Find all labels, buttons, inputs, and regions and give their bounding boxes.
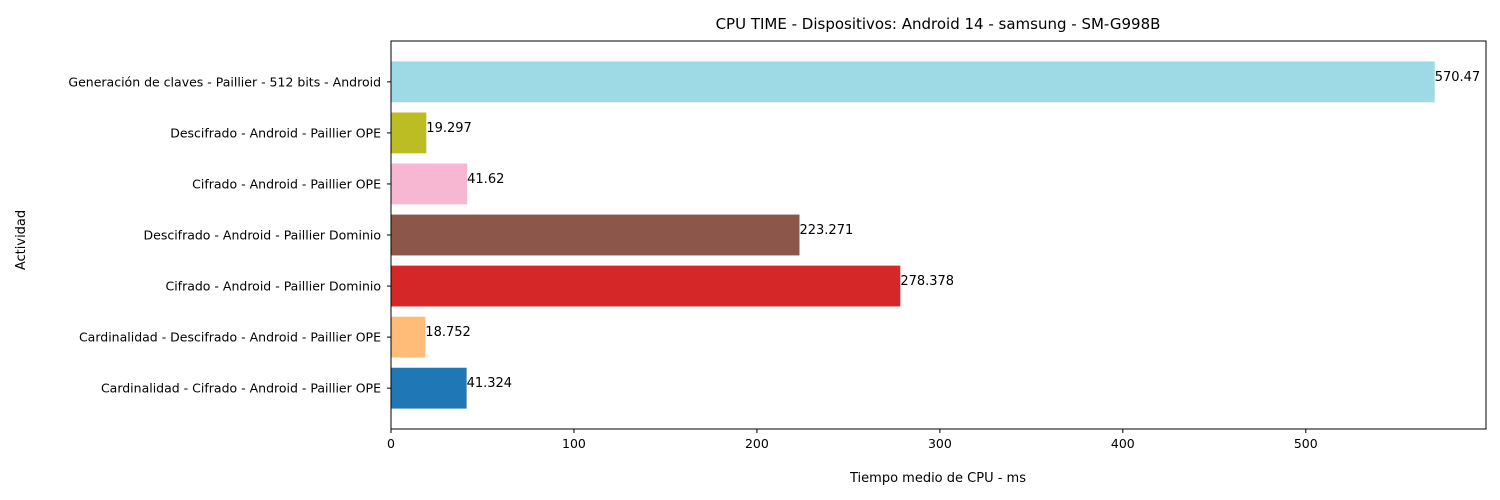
y-tick-label: Generación de claves - Paillier - 512 bi… — [68, 74, 381, 89]
bar-value-label: 41.62 — [467, 172, 504, 187]
y-tick-label: Descifrado - Android - Paillier OPE — [170, 125, 381, 140]
chart-title: CPU TIME - Dispositivos: Android 14 - sa… — [716, 15, 1161, 33]
bar — [391, 265, 901, 307]
plot-frame — [390, 40, 1487, 430]
bar — [391, 61, 1435, 103]
y-tick-label: Cifrado - Android - Paillier OPE — [192, 176, 381, 191]
y-tick-label: Cifrado - Android - Paillier Dominio — [165, 279, 381, 294]
bar — [391, 112, 427, 154]
x-tick-label: 500 — [1294, 436, 1318, 451]
bar — [391, 367, 467, 409]
x-tick-label: 400 — [1111, 436, 1135, 451]
y-tick-label: Cardinalidad - Cifrado - Android - Paill… — [101, 381, 381, 396]
y-tick-label: Cardinalidad - Descifrado - Android - Pa… — [79, 330, 381, 345]
bar-value-label: 19.297 — [426, 121, 472, 136]
bar-value-label: 223.271 — [799, 223, 853, 238]
x-axis-label: Tiempo medio de CPU - ms — [849, 471, 1026, 486]
y-tick-label: Descifrado - Android - Paillier Dominio — [144, 228, 382, 243]
bar — [391, 163, 468, 205]
x-axis-ticks: 0 100 200 300 400 500 — [387, 429, 1318, 451]
data-labels-group: 41.324 18.752 278.378 223.271 41.62 19.297 570… — [425, 70, 1480, 391]
x-tick-label: 0 — [387, 436, 395, 451]
x-tick-label: 100 — [562, 436, 586, 451]
bar-value-label: 570.47 — [1435, 70, 1481, 85]
y-axis-ticks: Cardinalidad - Cifrado - Android - Paill… — [68, 74, 391, 396]
bar-value-label: 278.378 — [900, 274, 954, 289]
bar — [391, 316, 426, 358]
y-axis-label: Actividad — [14, 210, 29, 270]
bar-value-label: 18.752 — [425, 325, 471, 340]
x-tick-label: 300 — [928, 436, 952, 451]
x-tick-label: 200 — [745, 436, 769, 451]
bar-value-label: 41.324 — [467, 376, 513, 391]
bars-group — [391, 61, 1435, 409]
bar — [391, 214, 800, 256]
